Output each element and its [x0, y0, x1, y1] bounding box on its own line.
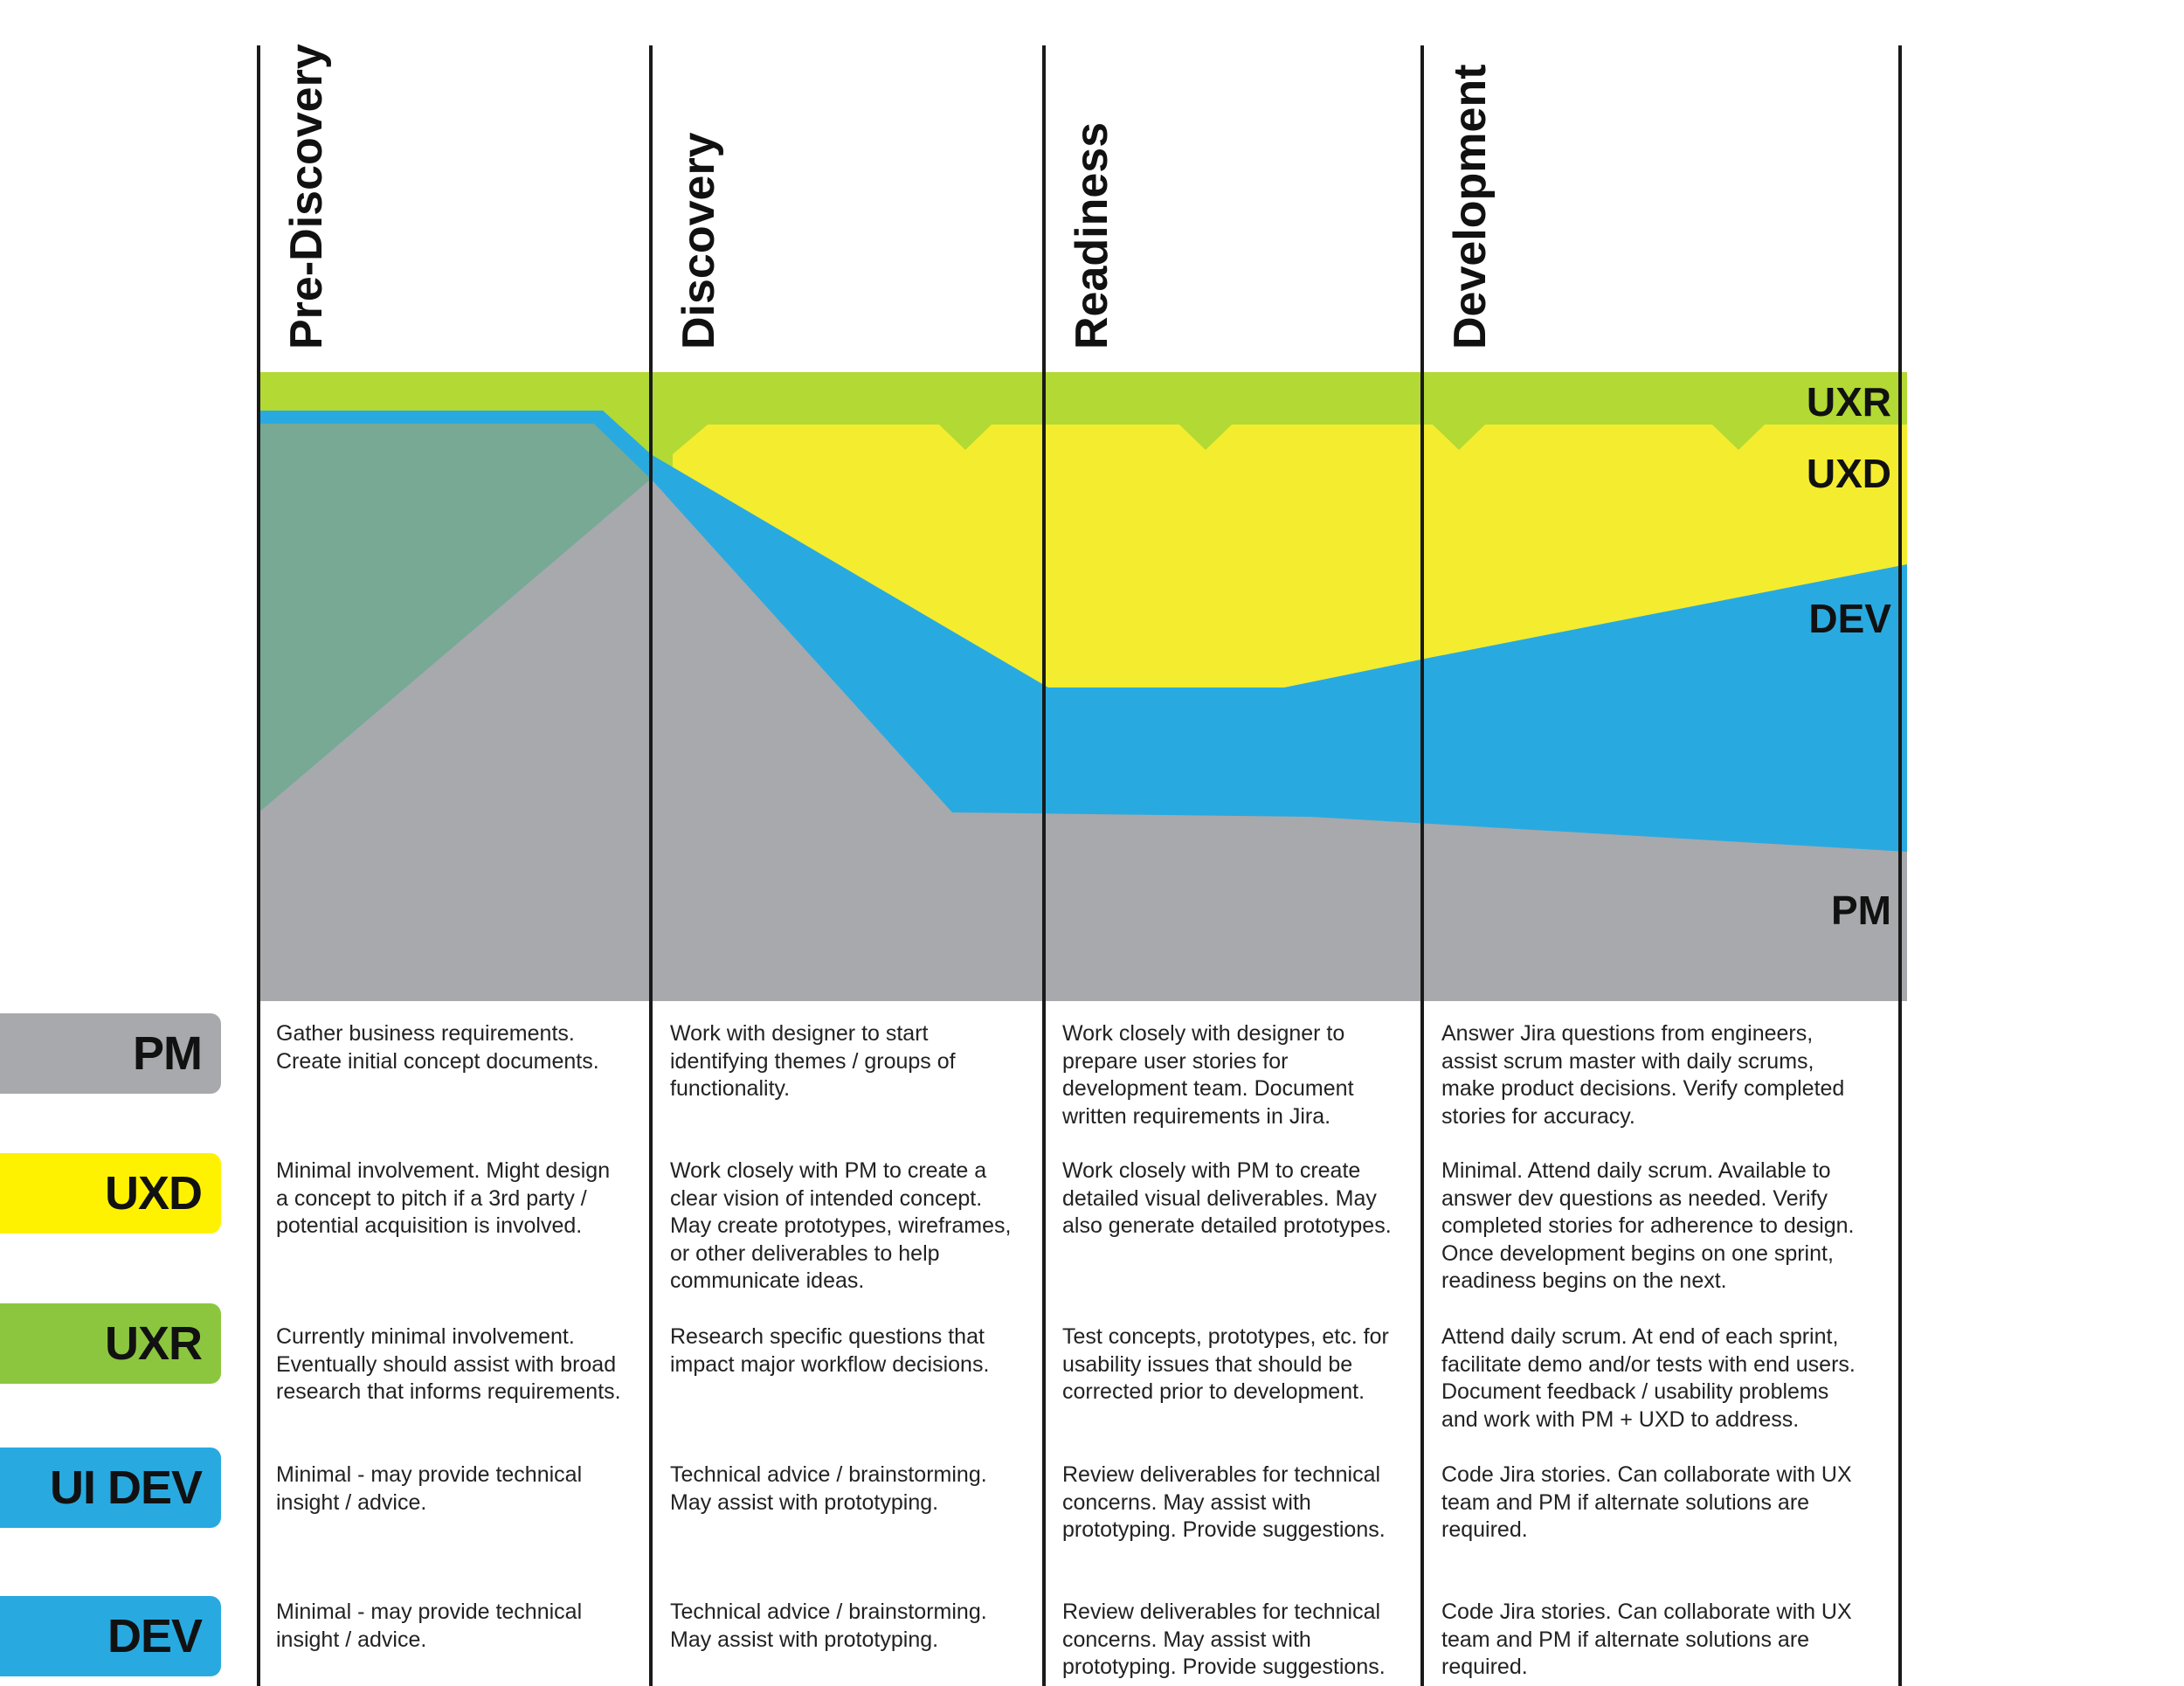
- description-dev-phase-1: Minimal - may provide technical insight /…: [276, 1600, 583, 1652]
- phase-title: Readiness: [1067, 122, 1117, 349]
- description-pm-phase-2: Work with designer to start identifying t…: [670, 1021, 956, 1101]
- description-pm-phase-3: Work closely with designer to prepare use…: [1062, 1021, 1354, 1129]
- role-badge-uxd: UXD: [0, 1153, 221, 1233]
- description-uidev-phase-2: Technical advice / brainstorming. May ass…: [670, 1462, 987, 1515]
- description-uxd-phase-4: Minimal. Attend daily scrum. Available t…: [1441, 1158, 1855, 1293]
- role-badge-label: UXD: [104, 1167, 203, 1220]
- band-label-dev: DEV: [1808, 596, 1891, 641]
- role-badge-label: PM: [133, 1027, 203, 1080]
- description-uxr-phase-4: Attend daily scrum. At end of each sprin…: [1441, 1324, 1856, 1432]
- description-uxd-phase-1: Minimal involvement. Might design a conce…: [276, 1158, 611, 1238]
- description-uidev-phase-1: Minimal - may provide technical insight /…: [276, 1462, 583, 1515]
- pm-area: [259, 479, 1907, 1001]
- description-uidev-phase-4: Code Jira stories. Can collaborate with …: [1441, 1462, 1852, 1542]
- description-uxd-phase-2: Work closely with PM to create a clear vi…: [670, 1158, 1012, 1293]
- role-badge-dev: DEV: [0, 1596, 221, 1676]
- description-pm-phase-4: Answer Jira questions from engineers, ass…: [1441, 1021, 1845, 1129]
- role-badge-label: UXR: [104, 1317, 203, 1370]
- description-uidev-phase-3: Review deliverables for technical concern…: [1062, 1462, 1386, 1542]
- role-badge-pm: PM: [0, 1013, 221, 1094]
- description-dev-phase-4: Code Jira stories. Can collaborate with …: [1441, 1600, 1852, 1679]
- role-badge-label: DEV: [107, 1610, 203, 1662]
- band-label-pm: PM: [1831, 888, 1891, 933]
- description-uxr-phase-2: Research specific questions that impact m…: [670, 1324, 990, 1377]
- description-uxr-phase-3: Test concepts, prototypes, etc. for usabi…: [1062, 1324, 1389, 1404]
- phase-title: Development: [1445, 64, 1496, 349]
- description-pm-phase-1: Gather business requirements. Create init…: [276, 1021, 599, 1074]
- band-label-uxr: UXR: [1807, 379, 1891, 425]
- description-uxd-phase-3: Work closely with PM to create detailed v…: [1062, 1158, 1392, 1238]
- role-badge-uxr: UXR: [0, 1303, 221, 1384]
- description-dev-phase-3: Review deliverables for technical concern…: [1062, 1600, 1386, 1679]
- description-dev-phase-2: Technical advice / brainstorming. May ass…: [670, 1600, 987, 1652]
- overlap-area: [259, 424, 651, 812]
- dev-stripe: [259, 411, 651, 479]
- description-uxr-phase-1: Currently minimal involvement. Eventually…: [276, 1324, 621, 1404]
- band-label-uxd: UXD: [1807, 451, 1891, 496]
- phase-title: Pre-Discovery: [281, 44, 332, 349]
- role-badge-label: UI DEV: [49, 1461, 203, 1514]
- phase-title: Discovery: [674, 132, 724, 349]
- role-badge-uidev: UI DEV: [0, 1448, 221, 1528]
